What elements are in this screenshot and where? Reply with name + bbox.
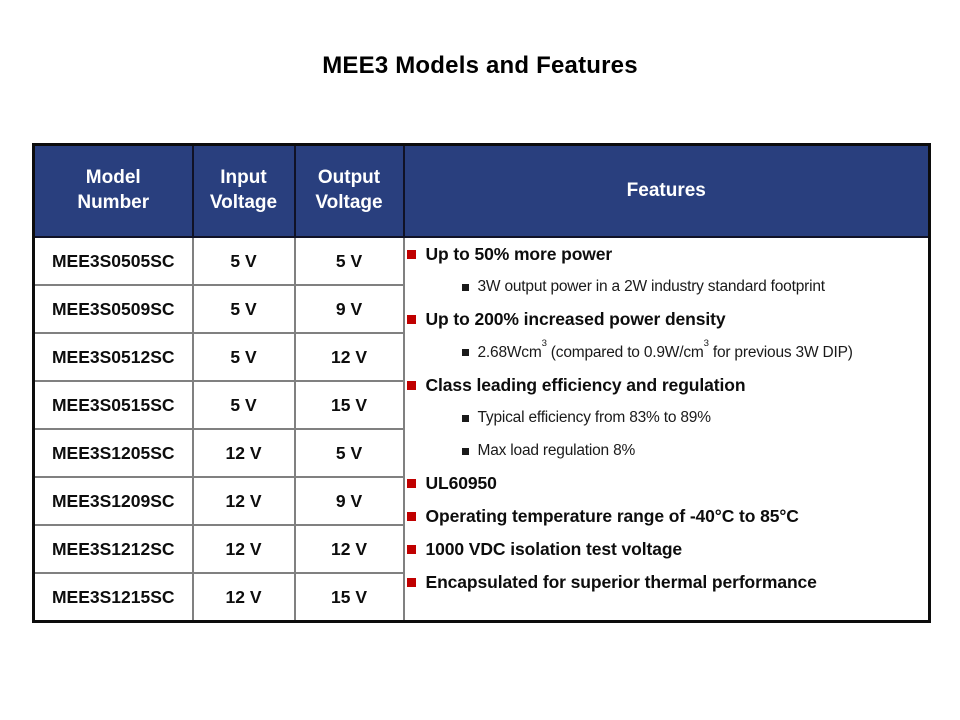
header-row: Model Number Input Voltage Output Voltag…: [32, 143, 931, 238]
feature-item: Up to 50% more power: [405, 238, 929, 271]
input-voltage-cell: 12 V: [191, 524, 296, 574]
feature-text: Up to 200% increased power density: [425, 309, 726, 330]
feature-text-segment: (compared to 0.9W/cm: [546, 343, 704, 361]
feature-item: Encapsulated for superior thermal perfor…: [405, 566, 929, 599]
feature-item: UL60950: [405, 468, 929, 501]
input-voltage-cell: 5 V: [191, 332, 296, 382]
model-number-cell: MEE3S1215SC: [32, 572, 194, 623]
feature-subitem: Max load regulation 8%: [405, 435, 929, 468]
feature-subitem: 3W output power in a 2W industry standar…: [405, 271, 929, 304]
feature-text: 2.68Wcm3 (compared to 0.9W/cm3 for previ…: [477, 339, 853, 362]
feature-item: Up to 200% increased power density: [405, 304, 929, 337]
feature-subitem: 2.68Wcm3 (compared to 0.9W/cm3 for previ…: [405, 336, 929, 369]
model-number-cell: MEE3S1205SC: [32, 428, 194, 478]
header-features-label: Features: [626, 179, 706, 201]
model-number-cell: MEE3S1212SC: [32, 524, 194, 574]
header-input-line2: Voltage: [209, 192, 278, 213]
bullet-square-icon: [406, 381, 416, 391]
slide-title: MEE3 Models and Features: [322, 52, 638, 79]
table-row: MEE3S0515SC 5 V 15 V: [32, 380, 930, 430]
sub-bullet-square-icon: [461, 414, 469, 422]
table-row: MEE3S1209SC 12 V 9 V: [32, 476, 930, 526]
model-number-cell: MEE3S0509SC: [32, 284, 194, 334]
header-output-line1: Output: [317, 167, 381, 189]
output-voltage-cell: 12 V: [293, 332, 405, 382]
bullet-square-icon: [406, 512, 416, 522]
bullet-square-icon: [406, 577, 416, 587]
output-voltage-cell: 12 V: [293, 524, 405, 574]
sub-bullet-square-icon: [461, 447, 469, 455]
table-row: MEE3S0512SC 5 V 12 V: [32, 332, 930, 382]
output-voltage-cell: 15 V: [293, 380, 405, 430]
feature-text: 3W output power in a 2W industry standar…: [477, 278, 826, 296]
feature-subitem: Typical efficiency from 83% to 89%: [405, 402, 929, 435]
feature-text: UL60950: [425, 473, 497, 494]
model-number-cell: MEE3S0512SC: [32, 332, 194, 382]
feature-text: Max load regulation 8%: [477, 442, 636, 460]
features-cell: Up to 50% more power 3W output power in …: [402, 236, 931, 623]
output-voltage-cell: 9 V: [293, 476, 405, 526]
bullet-square-icon: [406, 479, 416, 489]
output-voltage-cell: 5 V: [293, 428, 405, 478]
header-input-voltage: Input Voltage: [191, 143, 296, 238]
feature-text-segment: for previous 3W DIP): [708, 343, 853, 361]
header-model-number: Model Number: [32, 143, 194, 238]
feature-text-segment: 2.68Wcm: [477, 343, 542, 361]
table-row: MEE3S0505SC 5 V 5 V Up to 50% more power…: [32, 236, 931, 623]
input-voltage-cell: 12 V: [191, 428, 296, 478]
input-voltage-cell: 12 V: [191, 476, 296, 526]
input-voltage-cell: 5 V: [191, 284, 296, 334]
input-voltage-cell: 12 V: [191, 572, 296, 623]
header-input-line1: Input: [220, 167, 267, 189]
feature-text: Typical efficiency from 83% to 89%: [477, 409, 711, 427]
header-features: Features: [402, 143, 931, 238]
superscript: 3: [703, 338, 709, 350]
feature-item: Operating temperature range of -40°C to …: [405, 500, 929, 533]
header-model-line2: Number: [77, 192, 150, 213]
table-row: MEE3S1212SC 12 V 12 V: [32, 524, 930, 574]
header-output-line2: Voltage: [315, 192, 383, 213]
output-voltage-cell: 15 V: [293, 572, 405, 623]
bullet-square-icon: [406, 545, 416, 555]
table-row: MEE3S1215SC 12 V 15 V: [32, 572, 930, 623]
feature-item: Class leading efficiency and regulation: [405, 369, 929, 402]
feature-text: Up to 50% more power: [425, 243, 613, 264]
feature-text: Encapsulated for superior thermal perfor…: [425, 571, 817, 592]
input-voltage-cell: 5 V: [191, 380, 296, 430]
bullet-square-icon: [406, 249, 416, 259]
model-number-cell: MEE3S0515SC: [32, 380, 194, 430]
feature-text: Operating temperature range of -40°C to …: [425, 506, 799, 527]
feature-text: Class leading efficiency and regulation: [425, 375, 746, 396]
sub-bullet-square-icon: [461, 283, 469, 291]
output-voltage-cell: 5 V: [293, 236, 405, 286]
sub-bullet-square-icon: [461, 349, 469, 357]
superscript: 3: [541, 338, 547, 350]
models-features-table: Model Number Input Voltage Output Voltag…: [32, 143, 931, 623]
input-voltage-cell: 5 V: [191, 236, 296, 286]
model-number-cell: MEE3S1209SC: [32, 476, 194, 526]
header-model-line1: Model: [85, 167, 141, 189]
bullet-square-icon: [406, 315, 416, 325]
feature-text: 1000 VDC isolation test voltage: [425, 539, 683, 560]
table-row: MEE3S0509SC 5 V 9 V: [32, 284, 930, 334]
output-voltage-cell: 9 V: [293, 284, 405, 334]
feature-item: 1000 VDC isolation test voltage: [405, 533, 929, 566]
model-number-cell: MEE3S0505SC: [32, 236, 194, 286]
header-output-voltage: Output Voltage: [293, 143, 405, 238]
table-row: MEE3S1205SC 12 V 5 V: [32, 428, 930, 478]
